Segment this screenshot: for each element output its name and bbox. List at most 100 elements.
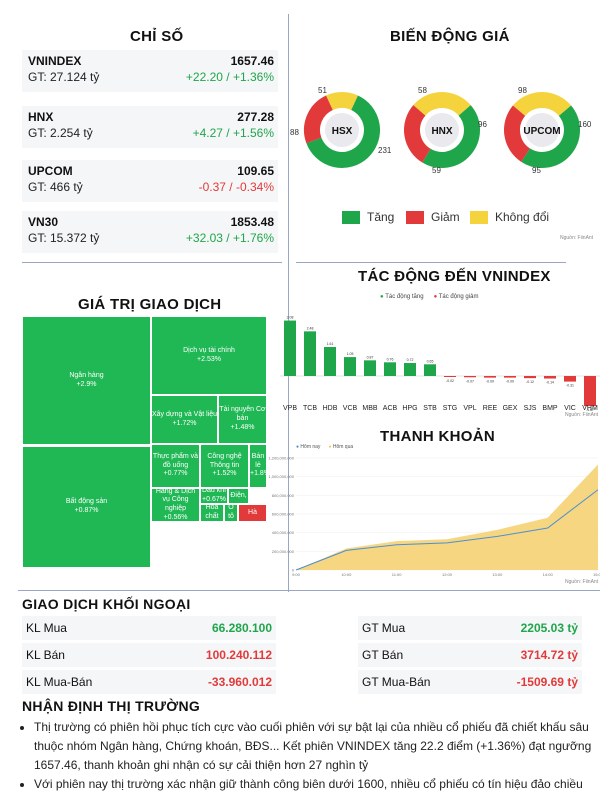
liquidity-title: THANH KHOẢN (380, 428, 495, 445)
treemap-cell-label: Ngân hàng (69, 371, 104, 379)
index-value-traded: GT: 2.254 tỷ (28, 126, 93, 140)
treemap-cell: Điện, (228, 488, 249, 504)
impact-bar (584, 376, 596, 407)
treemap-cell-pct: +1.72% (172, 419, 197, 427)
treemap-cell-label: Bán lẻ (251, 452, 265, 469)
impact-bar-value: -0.07 (466, 379, 474, 383)
index-name: UPCOM (28, 164, 73, 178)
treemap-cell-label: Hà (248, 508, 257, 516)
liquidity-ytick: 0 (292, 568, 295, 573)
impact-bar (484, 376, 496, 378)
treemap-cell: Xây dựng và Vật liệu +1.72% (151, 395, 218, 444)
donut-segment-down (404, 105, 432, 163)
donut-flat-count: 98 (518, 86, 527, 95)
donut-name: UPCOM (523, 126, 560, 137)
assessment-bullet: Thị trường có phiên hồi phục tích cực và… (34, 718, 598, 775)
index-name: VNINDEX (28, 54, 82, 68)
foreign-label: GT Mua (362, 621, 406, 635)
impact-bar-value: 0.76 (387, 357, 394, 361)
donut-flat-count: 58 (418, 86, 427, 95)
legend-down-swatch (406, 210, 424, 224)
impact-bar-value: 2.48 (307, 326, 314, 330)
index-value-traded: GT: 466 tỷ (28, 180, 83, 194)
index-change: +4.27 / +1.56% (192, 126, 274, 140)
index-value: 277.28 (237, 110, 274, 124)
treemap-cell-pct: +0.67% (202, 496, 226, 503)
impact-bar-value: 0.87 (367, 355, 374, 359)
breadth-donuts: HSX HNX UPCOM (304, 92, 580, 168)
divider-top-left (22, 262, 282, 263)
index-card: VNINDEX GT: 27.124 tỷ 1657.46 +22.20 / +1.3… (22, 50, 278, 92)
donut-segment-flat (326, 92, 358, 111)
liquidity-xtick: 15:00 (593, 572, 600, 577)
treemap-title: GIÁ TRỊ GIAO DỊCH (78, 296, 222, 313)
treemap-cell: Thực phẩm và đồ uống +0.77% (151, 444, 200, 488)
donut-segment-down (504, 105, 531, 162)
breadth-source: Nguồn: FiinAnt (560, 235, 594, 241)
treemap-cell-pct: +1.52% (212, 470, 237, 478)
donut-center (525, 113, 559, 147)
impact-category-label: STG (443, 405, 457, 412)
impact-category-label: HDB (323, 405, 338, 412)
treemap-cell-pct: +2.53% (197, 355, 221, 363)
impact-bar-value: 0.65 (427, 359, 434, 363)
treemap-cell-label: Bất động sản (65, 498, 108, 506)
treemap-cell: Bất động sản +0.87% (22, 446, 151, 568)
liquidity-source: Nguồn: FiinAnt (565, 579, 599, 585)
liquidity-xtick: 10:00 (341, 572, 352, 577)
foreign-label: KL Bán (26, 648, 65, 662)
impact-bar (544, 376, 556, 379)
impact-bar-value: -0.02 (446, 379, 454, 383)
liquidity-line-prev (295, 489, 599, 571)
foreign-value: 66.280.100 (211, 621, 272, 635)
legend-flat-swatch (470, 210, 488, 224)
liquidity-xtick: 12:00 (442, 572, 453, 577)
liquidity-legend-prev-dot: ● (328, 444, 332, 450)
impact-category-label: VCB (343, 405, 358, 412)
foreign-row: KL Mua 66.280.100 (22, 616, 276, 640)
impact-category-label: REE (483, 405, 498, 412)
impact-bar (424, 364, 436, 376)
legend-up: Tăng (342, 210, 394, 224)
divider-vertical-top (288, 14, 289, 264)
impact-legend: ● Tác động tăng ● Tác động giảm (380, 294, 478, 300)
legend-up-swatch (342, 210, 360, 224)
donut-center (325, 113, 359, 147)
legend-up-label: Tăng (367, 210, 395, 224)
liquidity-legend-prev-label: Hôm qua (332, 444, 354, 450)
donut-segment-flat (512, 92, 572, 117)
impact-legend-down-dot: ● (433, 294, 438, 300)
impact-bar (444, 376, 456, 377)
treemap-cell-pct: +1.48% (230, 423, 255, 431)
assessment-title: NHẬN ĐỊNH THỊ TRƯỜNG (22, 698, 201, 714)
foreign-title: GIAO DỊCH KHỐI NGOẠI (22, 596, 191, 612)
impact-bar-value: -0.12 (526, 380, 534, 384)
liquidity-legend-prev: ● Hôm qua (328, 444, 353, 450)
treemap-cell-pct: +0.77% (163, 470, 188, 478)
impact-source: Nguồn: FiinAnt (565, 412, 599, 418)
treemap-cell: Hàng & Dịch vụ Công nghiệp +0.56% (151, 488, 200, 522)
donut-segment-flat (413, 92, 471, 116)
donut-down-count: 59 (432, 166, 441, 175)
treemap-cell: Dịch vụ tài chính +2.53% (151, 316, 267, 395)
impact-bar (284, 320, 296, 376)
index-value: 1853.48 (230, 215, 274, 229)
liquidity-xtick: 9:00 (292, 572, 301, 577)
foreign-row: GT Mua-Bán -1509.69 tỷ (358, 670, 582, 694)
impact-category-label: STB (423, 405, 437, 412)
foreign-row: GT Mua 2205.03 tỷ (358, 616, 582, 640)
donut-up-count: 231 (378, 146, 392, 155)
impact-bar (464, 376, 476, 378)
indices-title: CHỈ SỐ (130, 28, 184, 45)
treemap-cell-label: Dầu khí (201, 488, 227, 495)
donut-up-count: 96 (478, 120, 487, 129)
liquidity-ytick: 200,000,000 (272, 549, 295, 554)
index-value-traded: GT: 27.124 tỷ (28, 70, 100, 84)
divider-vertical-mid (288, 262, 289, 592)
impact-bar-value: -0.14 (546, 381, 554, 385)
index-card: VN30 GT: 15.372 tỷ 1853.48 +32.03 / +1.76% (22, 211, 278, 253)
impact-category-label: TCB (303, 405, 317, 412)
treemap-cell-label: Dịch vụ tài chính (183, 346, 235, 354)
treemap-cell: Dầu khí +0.67% (200, 488, 228, 504)
impact-legend-up-dot: ● (380, 294, 384, 300)
